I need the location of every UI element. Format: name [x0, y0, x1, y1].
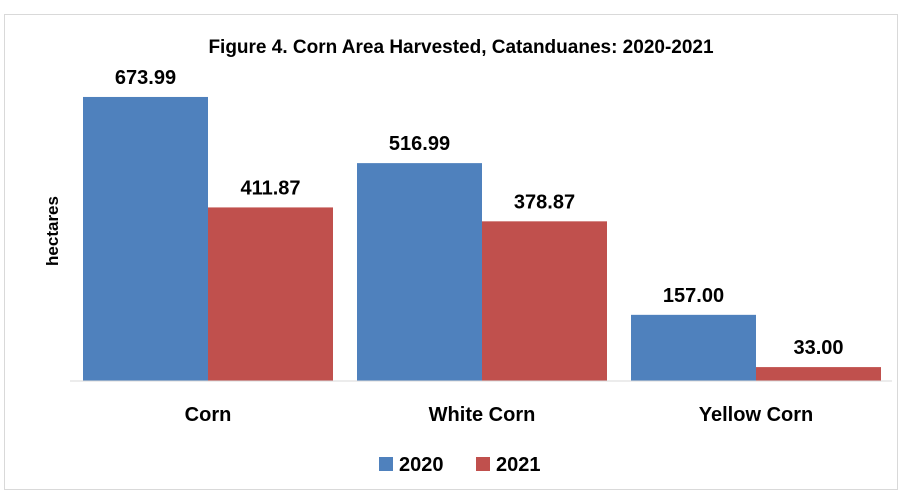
value-labels-group: 673.99 411.87 516.99 378.87 157.00 33.00 — [115, 67, 844, 359]
category-label-yellow-corn: Yellow Corn — [699, 404, 813, 426]
bar-2020-white-corn — [357, 163, 482, 381]
category-labels-group: Corn White Corn Yellow Corn — [185, 404, 814, 426]
y-axis-label: hectares — [43, 196, 62, 266]
bar-2021-white-corn — [482, 221, 607, 381]
category-label-white-corn: White Corn — [429, 404, 536, 426]
bar-2020-yellow-corn — [631, 314, 756, 381]
bar-2021-corn — [208, 207, 333, 381]
legend-label-2020: 2020 — [399, 454, 444, 476]
value-label-2021-yellow-corn: 33.00 — [793, 337, 843, 359]
legend-swatch-2020 — [379, 457, 393, 471]
legend-swatch-2021 — [476, 457, 490, 471]
value-label-2021-corn: 411.87 — [240, 177, 300, 199]
legend: 2020 2021 — [379, 454, 541, 476]
legend-label-2021: 2021 — [496, 454, 541, 476]
chart-title: Figure 4. Corn Area Harvested, Catanduan… — [208, 37, 714, 58]
category-label-corn: Corn — [185, 404, 232, 426]
bars-group — [83, 96, 881, 381]
value-label-2021-white-corn: 378.87 — [514, 191, 575, 213]
bar-2020-corn — [83, 96, 208, 381]
value-label-2020-yellow-corn: 157.00 — [663, 285, 724, 307]
value-label-2020-white-corn: 516.99 — [389, 133, 450, 155]
value-label-2020-corn: 673.99 — [115, 67, 176, 89]
bar-2021-yellow-corn — [756, 367, 881, 381]
